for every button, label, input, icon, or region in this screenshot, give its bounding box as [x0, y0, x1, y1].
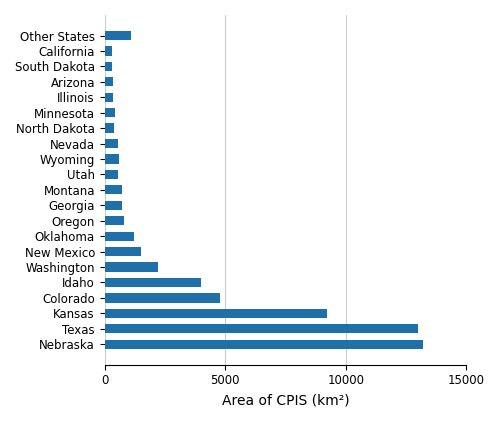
Bar	[104, 201, 122, 210]
X-axis label: Area of CPIS (km²): Area of CPIS (km²)	[222, 393, 350, 407]
Bar	[104, 247, 141, 256]
Bar	[104, 293, 220, 303]
Bar	[104, 46, 112, 56]
Bar	[104, 108, 115, 117]
Bar	[104, 31, 132, 40]
Bar	[104, 77, 113, 87]
Bar	[104, 309, 326, 318]
Bar	[104, 154, 118, 164]
Bar	[104, 232, 134, 241]
Bar	[104, 93, 114, 102]
Bar	[104, 278, 201, 287]
Bar	[104, 324, 418, 333]
Bar	[104, 185, 122, 195]
Bar	[104, 216, 124, 225]
Bar	[104, 340, 423, 349]
Bar	[104, 124, 115, 133]
Bar	[104, 62, 112, 71]
Bar	[104, 262, 158, 272]
Bar	[104, 139, 118, 148]
Bar	[104, 170, 118, 179]
